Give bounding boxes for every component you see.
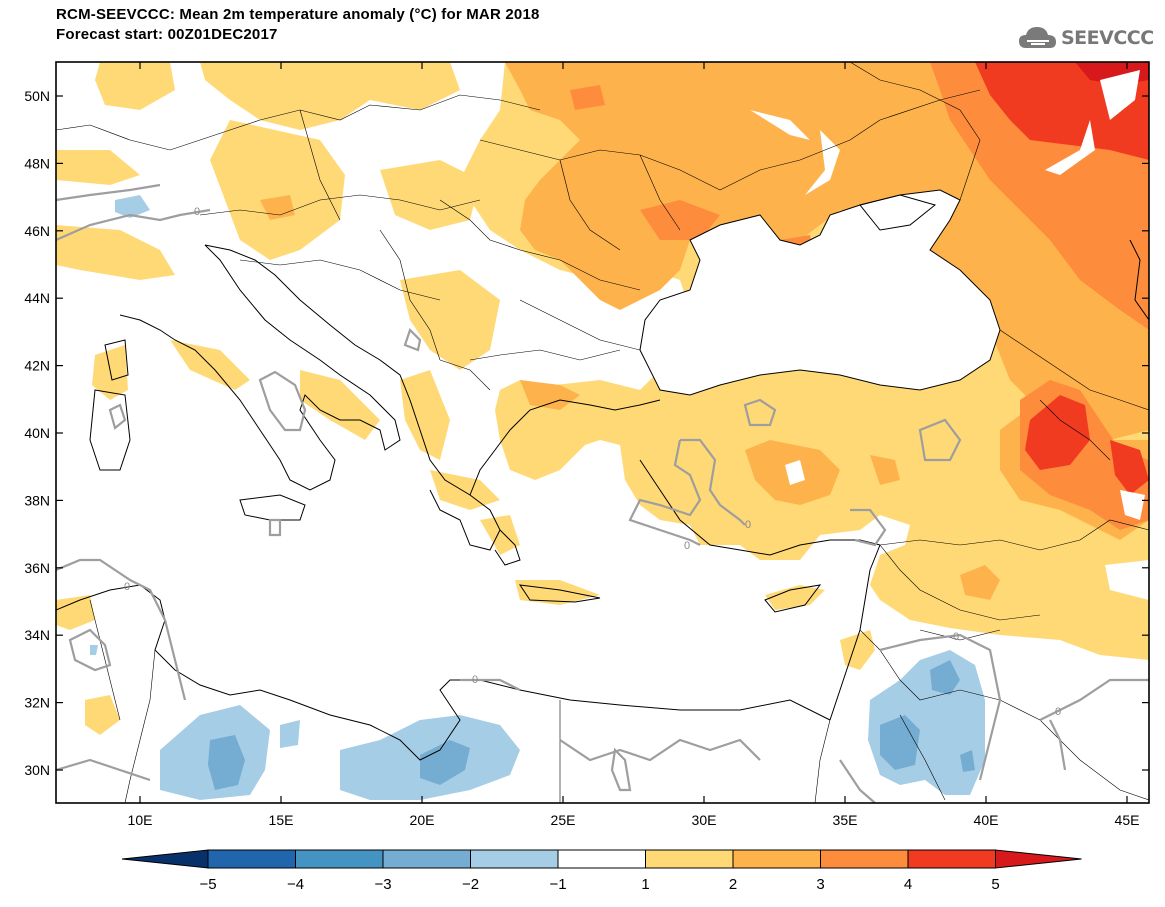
colorbar-label: −2 [462,876,479,893]
contour-label: 0 [1055,706,1061,718]
longitude-axis: 10E 15E 20E 25E 30E 35E 40E 45E [128,62,1140,828]
lat-label: 30N [24,762,50,778]
contour-label: 0 [472,674,478,686]
colorbar-label: 2 [729,876,737,893]
contour-label: 0 [745,519,751,531]
lat-label: 38N [24,492,50,508]
coastlines [56,189,1149,761]
contour-labels: 0 0 0 0 0 0 0 [124,206,1061,718]
latitude-axis: 50N 48N 46N 44N 42N 40N 38N 36N 34N 32N 30N [24,88,1149,778]
colorbar-segment [207,849,296,869]
colorbar-label: 3 [816,876,824,893]
lat-label: 42N [24,358,50,374]
forecast-start-label: Forecast start: 00Z01DEC2017 [56,26,278,43]
colorbar-label: −3 [374,876,391,893]
lon-label: 45E [1115,812,1140,828]
lat-label: 32N [24,695,50,711]
colorbar-segment [382,849,471,869]
zero-contours [56,183,1149,803]
lat-label: 48N [24,155,50,171]
lon-label: 40E [974,812,999,828]
contour-label: 0 [124,581,130,593]
colorbar: −5 −4 −3 −2 −1 1 2 3 4 5 [121,849,1082,893]
lon-label: 35E [833,812,858,828]
lon-label: 20E [410,812,435,828]
seevccc-logo: SEEVCCC [1018,24,1154,52]
colorbar-segment [295,849,384,869]
colorbar-label: 4 [904,876,912,893]
map-title: RCM-SEEVCCC: Mean 2m temperature anomaly… [56,6,540,23]
contour-label: 0 [194,206,200,218]
lat-label: 46N [24,223,50,239]
lat-label: 36N [24,560,50,576]
lon-label: 25E [551,812,576,828]
colorbar-segment [732,849,821,869]
lat-label: 40N [24,425,50,441]
colorbar-label: 1 [641,876,649,893]
lon-label: 30E [692,812,717,828]
colorbar-arrow-low [121,849,209,869]
colorbar-segment [820,849,909,869]
colorbar-segment [645,849,734,869]
colorbar-arrow-high [995,849,1082,869]
logo-text: SEEVCCC [1061,27,1154,49]
colorbar-segment [907,849,996,869]
contour-label: 0 [684,540,690,552]
lat-label: 44N [24,290,50,306]
colorbar-segment [470,849,559,869]
country-borders [56,62,1149,803]
lat-label: 50N [24,88,50,104]
contour-label: 0 [953,631,959,643]
colorbar-label: −5 [199,876,216,893]
colorbar-label: −4 [287,876,304,893]
lon-label: 15E [269,812,294,828]
anomaly-neg2-neg3-areas [208,660,975,790]
anomaly-fill-layer [56,62,1149,803]
colorbar-segment [557,849,646,869]
neutral-holes [750,70,1149,600]
cloud-icon [1019,27,1056,48]
lon-label: 10E [128,812,153,828]
colorbar-label: 5 [991,876,999,893]
colorbar-label: −1 [549,876,566,893]
lat-label: 34N [24,627,50,643]
